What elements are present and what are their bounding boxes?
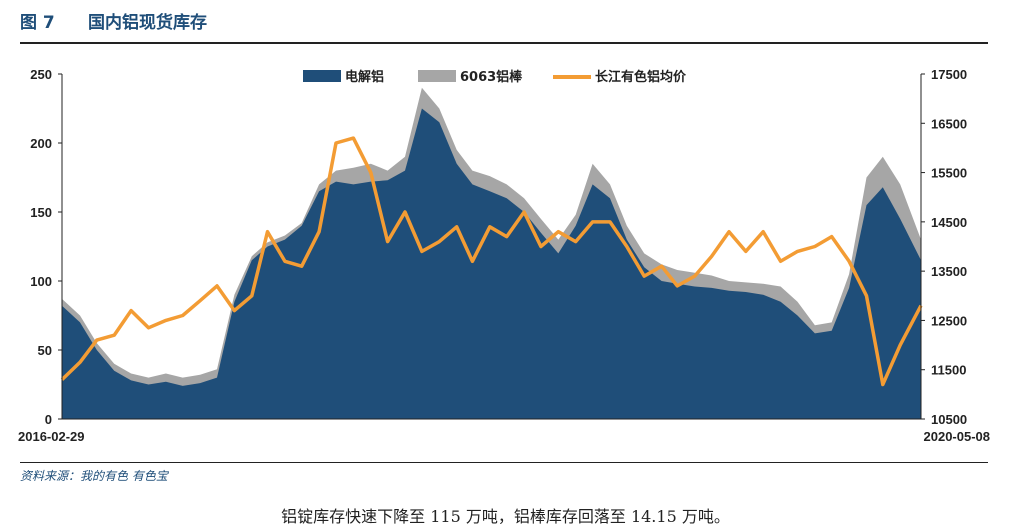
legend-label-electrolytic: 电解铝: [345, 69, 384, 85]
right-tick-label: 11500: [931, 363, 966, 378]
right-tick-label: 10500: [931, 412, 967, 427]
source-note: 资料来源：我的有色 有色宝: [20, 469, 168, 483]
right-tick-label: 16500: [931, 116, 967, 131]
left-tick-label: 0: [45, 412, 52, 427]
figure-caption: 铝锭库存快速下降至 115 万吨，铝棒库存回落至 14.15 万吨。: [281, 507, 730, 526]
figure-header: 图 7 国内铝现货库存: [20, 6, 990, 36]
inventory-chart: 0 50 100 150 200 250 10500 11500 12500 13500 14500…: [18, 67, 991, 444]
bottom-rule: [20, 462, 988, 463]
right-tick-label: 17500: [931, 67, 967, 82]
left-tick-label: 200: [30, 136, 52, 151]
series-electrolytic-area: [62, 108, 921, 419]
legend-label-price: 长江有色铝均价: [595, 69, 687, 85]
right-tick-label: 12500: [931, 313, 967, 328]
right-tick-label: 15500: [931, 166, 967, 181]
left-tick-label: 150: [30, 205, 52, 220]
x-tick-label-start: 2016-02-29: [18, 429, 85, 444]
left-tick-label: 250: [30, 67, 52, 82]
right-tick-label: 14500: [931, 215, 967, 230]
figure-title: 国内铝现货库存: [88, 13, 207, 33]
legend-swatch-electrolytic: [303, 70, 341, 82]
legend-swatch-6063: [418, 70, 456, 82]
legend-label-6063: 6063铝棒: [460, 69, 523, 85]
left-tick-label: 100: [30, 274, 52, 289]
top-rule: [20, 42, 988, 44]
x-tick-label-end: 2020-05-08: [924, 429, 991, 444]
series-price-line: [60, 136, 923, 387]
left-tick-label: 50: [38, 343, 52, 358]
figure-number: 图 7: [20, 13, 55, 33]
right-tick-label: 13500: [931, 264, 967, 279]
